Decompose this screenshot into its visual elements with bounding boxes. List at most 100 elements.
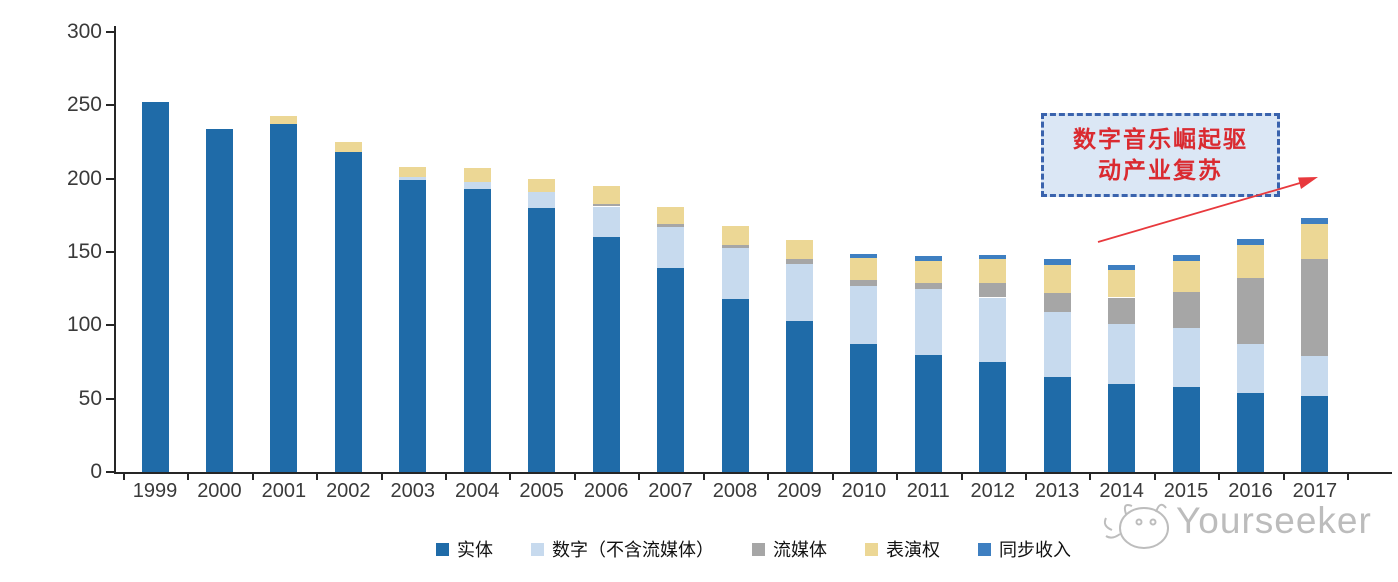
- x-tick-mark: [122, 472, 125, 480]
- bar-segment: [1301, 356, 1329, 396]
- bar-segment: [463, 181, 491, 189]
- bar-segment: [1043, 259, 1071, 266]
- legend-swatch-icon: [752, 542, 765, 556]
- x-tick-label: 2008: [712, 480, 758, 502]
- x-tick-mark: [509, 472, 512, 480]
- y-tick-mark: [106, 251, 115, 253]
- bar-segment: [1108, 269, 1136, 298]
- x-axis-line: [114, 472, 1392, 474]
- y-tick-label: 50: [78, 386, 102, 410]
- y-tick-mark: [106, 324, 115, 327]
- legend-label: 同步收入: [999, 540, 1071, 561]
- legend-item: 流媒体: [752, 536, 827, 562]
- y-tick-mark: [106, 31, 115, 33]
- x-tick-mark: [445, 472, 447, 480]
- bar-segment: [1172, 291, 1200, 329]
- bar-segment: [721, 298, 749, 472]
- x-tick-label: 2002: [326, 480, 371, 502]
- y-tick-mark: [106, 397, 115, 400]
- x-tick-mark: [1282, 472, 1285, 480]
- legend: 实体 数字（不含流媒体） 流媒体 表演权 同步收入: [115, 536, 1392, 562]
- x-tick-label: 2000: [197, 480, 242, 502]
- bar-segment: [785, 240, 813, 260]
- y-axis-line: [114, 26, 116, 474]
- bar-segment: [1108, 265, 1136, 270]
- bar-segment: [1237, 278, 1264, 345]
- legend-swatch-icon: [531, 542, 544, 556]
- bar-segment: [979, 297, 1007, 362]
- legend-swatch-icon: [978, 542, 991, 556]
- x-tick-label: 2003: [390, 480, 436, 502]
- x-tick-mark: [380, 472, 383, 480]
- x-tick-label: 2004: [454, 480, 500, 502]
- bar-segment: [657, 224, 684, 227]
- x-tick-mark: [1347, 472, 1350, 480]
- bar-segment: [657, 268, 684, 472]
- bar-segment: [850, 257, 878, 280]
- yourseeker-cat-logo-icon: [1103, 503, 1169, 549]
- y-tick-mark: [106, 104, 115, 107]
- bar-segment: [592, 203, 620, 207]
- bar-segment: [850, 279, 878, 286]
- bar-segment: [399, 180, 427, 472]
- bar-segment: [1301, 224, 1329, 260]
- bar-segment: [1172, 328, 1200, 387]
- legend-label: 表演权: [886, 540, 940, 561]
- bar-segment: [657, 206, 684, 225]
- bar-segment: [334, 152, 362, 472]
- legend-label: 实体: [457, 540, 493, 561]
- legend-item: 实体: [436, 536, 493, 562]
- bar-segment: [1043, 265, 1071, 294]
- x-tick-label: 2012: [970, 480, 1015, 502]
- bar-segment: [1043, 376, 1071, 472]
- bar-segment: [1301, 395, 1329, 472]
- y-tick-mark: [106, 177, 115, 180]
- x-tick-mark: [573, 472, 576, 480]
- x-tick-mark: [831, 472, 834, 480]
- y-tick-label: 100: [66, 313, 102, 337]
- x-tick-mark: [1024, 472, 1027, 480]
- bar-segment: [979, 282, 1007, 298]
- x-tick-mark: [316, 472, 319, 480]
- bar-segment: [334, 142, 362, 153]
- bar-segment: [528, 191, 556, 208]
- bar-segment: [463, 168, 491, 182]
- x-tick-label: 2016: [1228, 480, 1273, 502]
- bar-segment: [141, 102, 169, 472]
- x-tick-label: 2015: [1163, 480, 1209, 502]
- bar-segment: [1237, 238, 1264, 245]
- bar-segment: [1237, 392, 1264, 472]
- legend-label: 流媒体: [773, 540, 827, 561]
- bar-segment: [1301, 218, 1329, 225]
- bar-segment: [528, 178, 556, 192]
- x-tick-label: 2006: [583, 480, 629, 502]
- x-tick-label: 2007: [648, 480, 693, 502]
- legend-item: 同步收入: [978, 536, 1071, 562]
- x-tick-mark: [187, 472, 190, 480]
- bar-segment: [785, 263, 813, 321]
- bar-segment: [979, 259, 1007, 283]
- bar-segment: [785, 320, 813, 472]
- x-tick-label: 2009: [777, 480, 822, 502]
- bar-segment: [592, 206, 620, 238]
- x-tick-mark: [896, 472, 899, 480]
- bar-segment: [1237, 244, 1264, 279]
- legend-item: 数字（不含流媒体）: [531, 536, 714, 562]
- y-tick-label: 250: [66, 93, 102, 117]
- y-tick-label: 200: [66, 166, 102, 190]
- x-tick-mark: [638, 472, 641, 480]
- x-tick-label: 2010: [841, 480, 887, 502]
- bar-segment: [979, 254, 1007, 260]
- watermark: Yourseeker: [1098, 496, 1398, 556]
- bar-segment: [1108, 323, 1136, 384]
- x-tick-label: 2011: [906, 480, 950, 502]
- bar-segment: [721, 225, 749, 245]
- y-tick-label: 0: [90, 460, 102, 483]
- annotation-text-line1: 数字音乐崛起驱: [1073, 126, 1248, 153]
- watermark-text: Yourseeker: [1176, 500, 1372, 541]
- bar-segment: [1172, 254, 1200, 261]
- x-tick-mark: [1089, 472, 1092, 480]
- bar-segment: [399, 177, 427, 181]
- x-tick-label: 2014: [1099, 480, 1144, 502]
